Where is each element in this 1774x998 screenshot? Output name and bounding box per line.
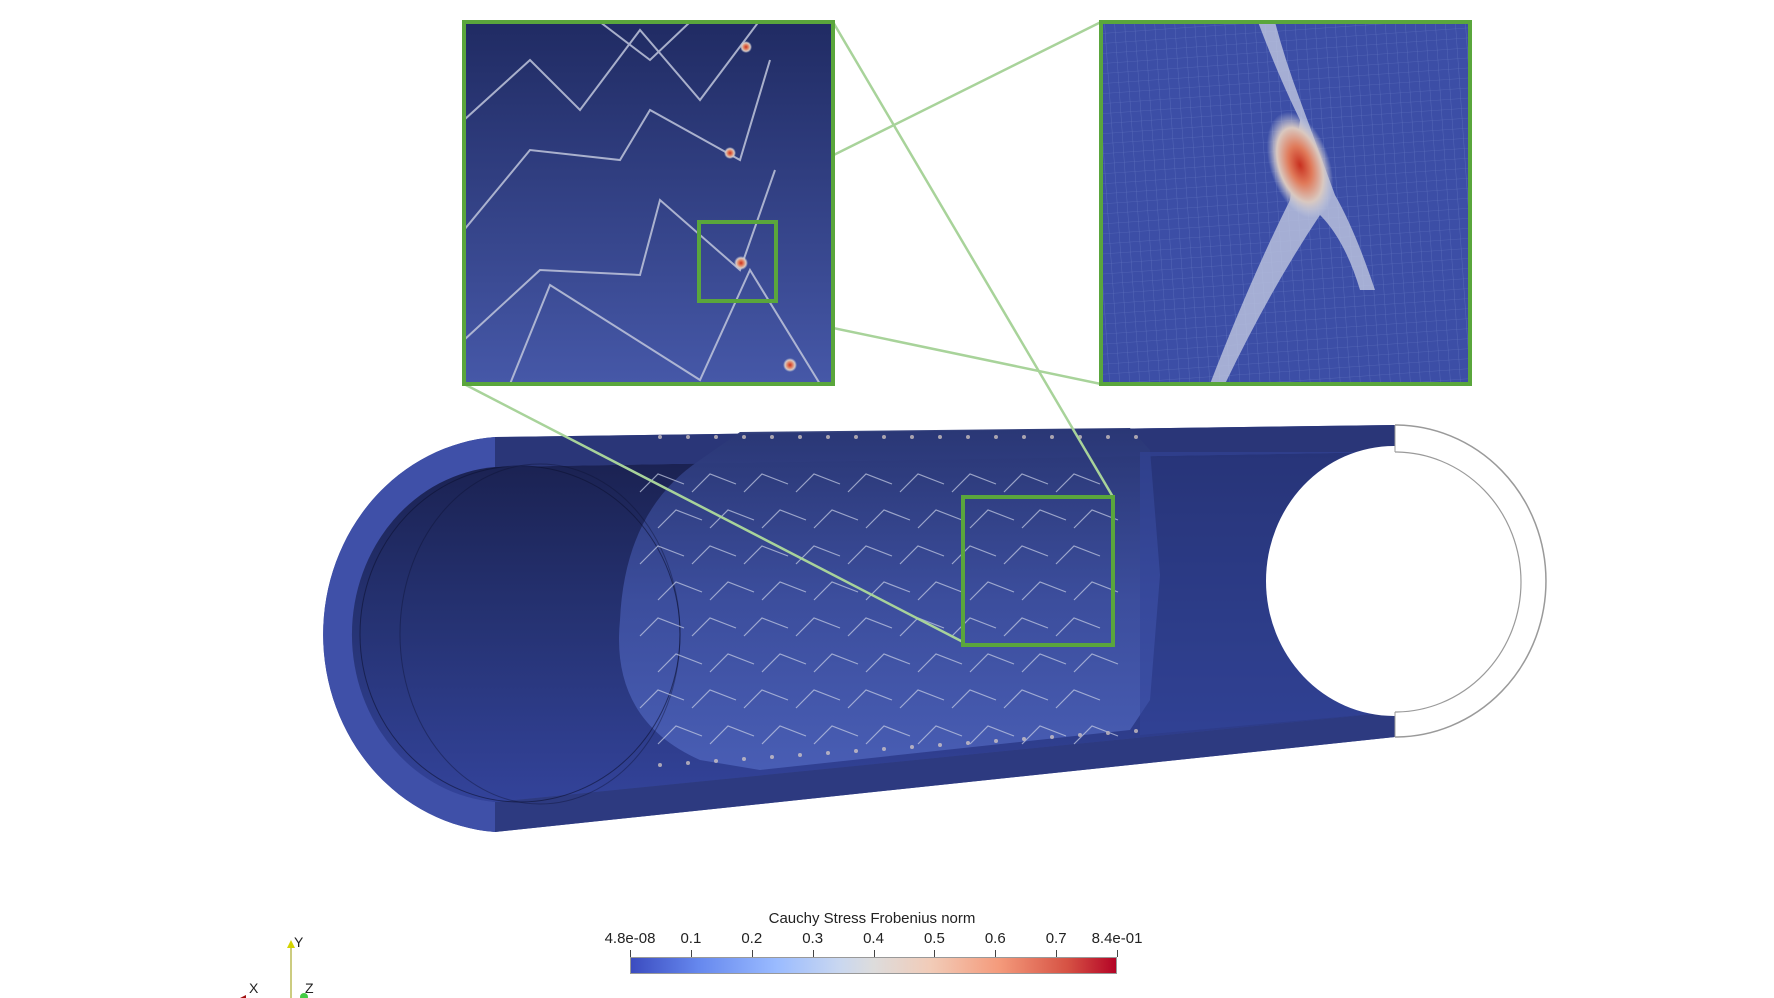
tube-right-opening xyxy=(1266,446,1522,716)
stent-strut-row xyxy=(639,689,1101,709)
strut-hotspot xyxy=(1022,737,1026,741)
colorbar-tick-mark xyxy=(751,950,753,957)
colorbar-tick-mark xyxy=(1056,950,1058,957)
colorbar-tick-mark xyxy=(934,950,936,957)
axis-label-x: X xyxy=(249,980,259,996)
strut-hotspot xyxy=(714,759,718,763)
orientation-axes xyxy=(240,940,308,998)
strut-hotspot xyxy=(966,741,970,745)
strut-hotspot xyxy=(798,753,802,757)
zoom-panel-stent xyxy=(462,20,835,386)
colorbar xyxy=(630,957,1117,974)
axis-label-z: Z xyxy=(305,980,314,996)
colorbar-tick-mark xyxy=(630,950,631,957)
colorbar-tick-label: 0.7 xyxy=(1045,930,1067,947)
strut-hotspot xyxy=(1106,731,1110,735)
zoom-panel-border xyxy=(1099,20,1472,386)
strut-hotspot xyxy=(742,435,746,439)
axis-label-y: Y xyxy=(294,934,304,950)
strut-hotspot xyxy=(1050,435,1054,439)
strut-hotspot xyxy=(1050,735,1054,739)
colorbar-tick-mark xyxy=(873,950,875,957)
strut-hotspot xyxy=(994,739,998,743)
colorbar-tick-label: 0.3 xyxy=(802,930,824,947)
strut-hotspot xyxy=(1134,435,1138,439)
strut-hotspot xyxy=(910,745,914,749)
strut-hotspot xyxy=(994,435,998,439)
stent-strut-row xyxy=(657,509,1119,529)
colorbar-tick-mark xyxy=(1117,950,1118,957)
strut-hotspot xyxy=(1078,733,1082,737)
connector-line xyxy=(463,382,964,644)
tube-highlight-box xyxy=(961,495,1115,647)
colorbar-tick-label: 0.5 xyxy=(923,930,945,947)
strut-hotspot xyxy=(798,435,802,439)
strut-hotspot xyxy=(854,435,858,439)
colorbar-tick-mark xyxy=(995,950,997,957)
strut-hotspot xyxy=(658,763,662,767)
strut-hotspot xyxy=(826,751,830,755)
stent-region xyxy=(619,428,1160,770)
stent-strut-row xyxy=(639,473,1101,493)
stent-strut-row xyxy=(639,545,1101,565)
stent-struts xyxy=(639,435,1138,767)
strut-hotspot xyxy=(1106,435,1110,439)
strut-hotspot xyxy=(770,435,774,439)
zoom-panel-mesh xyxy=(1099,20,1472,386)
strut-hotspot xyxy=(742,757,746,761)
strut-hotspot xyxy=(714,435,718,439)
colorbar-tick-label: 8.4e-01 xyxy=(1091,930,1143,947)
zoom-inset-box xyxy=(697,220,778,303)
strut-hotspot xyxy=(882,747,886,751)
strut-hotspot xyxy=(910,435,914,439)
colorbar-title: Cauchy Stress Frobenius norm xyxy=(768,910,976,927)
strut-hotspot xyxy=(966,435,970,439)
colorbar-tick-label: 0.2 xyxy=(741,930,763,947)
strut-hotspot xyxy=(882,435,886,439)
strut-hotspot xyxy=(826,435,830,439)
strut-hotspot xyxy=(658,435,662,439)
colorbar-tick-mark xyxy=(812,950,814,957)
strut-hotspot xyxy=(1134,729,1138,733)
colorbar-tick-label: 0.6 xyxy=(984,930,1006,947)
tube-right-outline xyxy=(1394,424,1547,738)
strut-hotspot xyxy=(1022,435,1026,439)
strut-hotspot xyxy=(686,435,690,439)
strut-hotspot xyxy=(854,749,858,753)
colorbar-tick-mark xyxy=(690,950,692,957)
tube-cut-ring xyxy=(323,437,495,832)
vessel-tube xyxy=(323,424,1547,832)
stent-strut-row xyxy=(657,581,1119,601)
colorbar-tick-label: 4.8e-08 xyxy=(604,930,656,947)
strut-hotspot xyxy=(938,435,942,439)
strut-hotspot xyxy=(770,755,774,759)
stent-strut-row xyxy=(657,725,1119,745)
connector-line xyxy=(831,21,1115,498)
stent-strut-row xyxy=(657,653,1119,673)
strut-hotspot xyxy=(938,743,942,747)
strut-hotspot xyxy=(686,761,690,765)
colorbar-tick-label: 0.4 xyxy=(863,930,884,947)
colorbar-tick-label: 0.1 xyxy=(680,930,702,947)
zoom-panel-border xyxy=(462,20,835,386)
